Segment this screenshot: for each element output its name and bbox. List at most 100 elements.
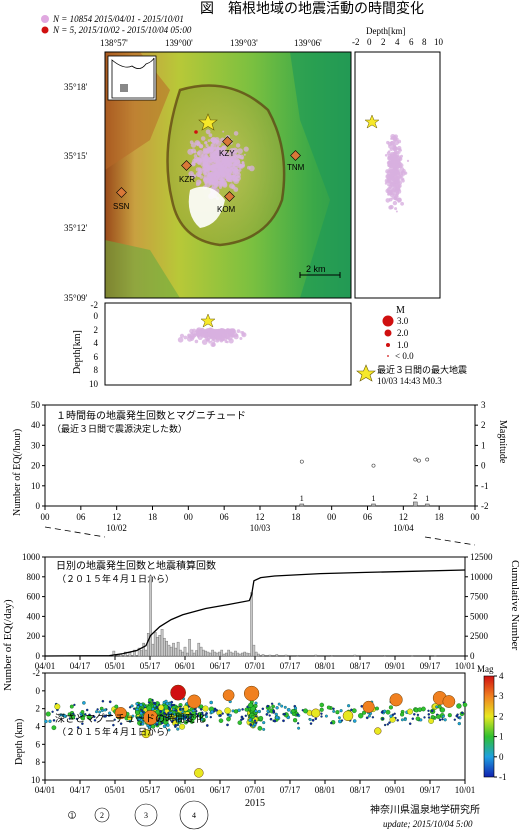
colorbar-tick-label: 2	[499, 711, 504, 721]
epicenter-dot	[198, 144, 204, 149]
hypocenter-dot	[462, 702, 468, 708]
hypocenter-dot	[104, 715, 107, 718]
hypocenter-dot	[109, 714, 112, 717]
star-icon-bottom	[200, 313, 216, 328]
daily-bar	[220, 649, 224, 657]
epicenter-dot	[191, 161, 196, 166]
hypocenter-dot	[240, 715, 244, 719]
lat-tick-4: 35°09'	[64, 293, 88, 303]
hypocenter-dot	[254, 709, 258, 713]
depth-dot	[215, 328, 218, 332]
depth-dot	[391, 156, 395, 160]
mag-3-icon	[382, 315, 394, 327]
date-label: 10/04	[393, 523, 414, 533]
daily-bar	[410, 655, 414, 657]
y2-tick-label: 2500	[470, 631, 489, 641]
daily-bar	[247, 653, 251, 657]
legend-red-dot	[41, 26, 49, 34]
hypocenter-dot	[393, 712, 396, 715]
hypocenter-dot	[386, 723, 389, 726]
x-tick-label: 08/01	[315, 785, 336, 795]
epicenter-dot	[191, 174, 196, 179]
hypocenter-dot	[176, 719, 181, 723]
epicenter-dot	[196, 179, 202, 185]
hypocenter-dot	[258, 715, 264, 721]
hypocenter-dot	[178, 707, 182, 711]
x-tick-label: 07/17	[280, 661, 301, 671]
hypocenter-dot	[403, 718, 407, 722]
daily-bar	[181, 651, 185, 657]
hypocenter-dot	[219, 714, 222, 717]
daily-bar	[330, 655, 334, 657]
depth-dot	[390, 163, 396, 169]
hypocenter-dot	[176, 727, 180, 731]
depth-bottom-tick: 4	[94, 338, 99, 348]
star-label-1: 最近３日間の最大地震	[377, 364, 467, 375]
y-tick-label: 20	[31, 461, 41, 471]
hypocenter-dot	[314, 717, 318, 721]
large-event-dot	[141, 729, 151, 739]
hypocenter-dot	[44, 719, 48, 724]
hypocenter-dot	[167, 728, 171, 732]
hypocenter-dot	[96, 708, 99, 711]
hypocenter-dot	[251, 724, 255, 728]
depth-right-tick: 6	[409, 37, 414, 47]
hypocenter-dot	[241, 708, 244, 711]
hypocenter-dot	[108, 700, 112, 704]
y-tick-label: 40	[31, 420, 41, 430]
daily-bar	[192, 652, 196, 657]
size-legend-1: 1	[70, 811, 74, 820]
colorbar-tick-label: 0	[499, 752, 504, 762]
magnitude-point	[425, 457, 430, 462]
legend-n2: N = 5, 2015/10/02 - 2015/10/04 05:00	[52, 25, 192, 35]
epicenter-dot	[204, 154, 208, 157]
depth-dot	[208, 340, 211, 344]
depth-time-title: 深さとマグニチュードの時間変化	[55, 712, 205, 725]
epicenter-dot	[210, 166, 216, 172]
hypocenter-dot	[320, 715, 323, 718]
daily-bar	[144, 649, 148, 657]
epicenter-dot	[210, 136, 217, 144]
depth-dot	[401, 177, 405, 181]
hourly-bar	[413, 501, 418, 507]
daily-bar	[179, 649, 182, 657]
epicenter-dot	[227, 165, 231, 168]
epicenter-dot	[235, 143, 241, 148]
depth-dot	[222, 333, 228, 338]
hypocenter-dot	[54, 703, 61, 710]
hypocenter-dot	[135, 710, 140, 715]
depth-dot	[212, 328, 215, 332]
scale-label: 2 km	[306, 264, 326, 274]
hourly-bar	[371, 503, 376, 507]
daily-bar	[153, 632, 157, 657]
mag-0-icon	[387, 355, 389, 357]
star-label-2: 10/03 14:43 M0.3	[377, 376, 442, 386]
hypocenter-dot	[172, 707, 176, 711]
x-tick-label: 06/17	[210, 785, 231, 795]
hypocenter-dot	[51, 710, 54, 713]
hypocenter-dot	[128, 719, 132, 723]
hypocenter-dot	[204, 715, 209, 719]
y2-tick-label: 12500	[470, 552, 493, 562]
depth-dot	[200, 332, 206, 338]
hypocenter-dot	[351, 708, 357, 714]
depth-dot	[213, 332, 219, 338]
depth-dot	[396, 181, 399, 184]
daily-bar	[241, 652, 244, 657]
y-tick-label: 800	[27, 572, 41, 582]
depth-right-tick: 4	[395, 37, 400, 47]
hypocenter-dot	[427, 716, 431, 719]
hourly-chart: １時間毎の地震発生回数とマグニチュード （最近３日間で震源決定した数） Numb…	[12, 400, 508, 533]
x-tick-label: 06/01	[175, 785, 196, 795]
hypocenter-dot	[221, 712, 224, 715]
institute-name: 神奈川県温泉地学研究所	[370, 803, 480, 816]
hypocenter-dot	[375, 706, 379, 711]
hypocenter-dot	[283, 712, 287, 716]
daily-bar	[133, 649, 136, 657]
hypocenter-dot	[82, 701, 86, 705]
hypocenter-dot	[237, 720, 243, 725]
depth-section-right: Depth[km] -2 0 2 4 6 8 10	[352, 26, 444, 299]
hypocenter-dot	[133, 707, 136, 710]
depth-dot	[395, 179, 398, 182]
